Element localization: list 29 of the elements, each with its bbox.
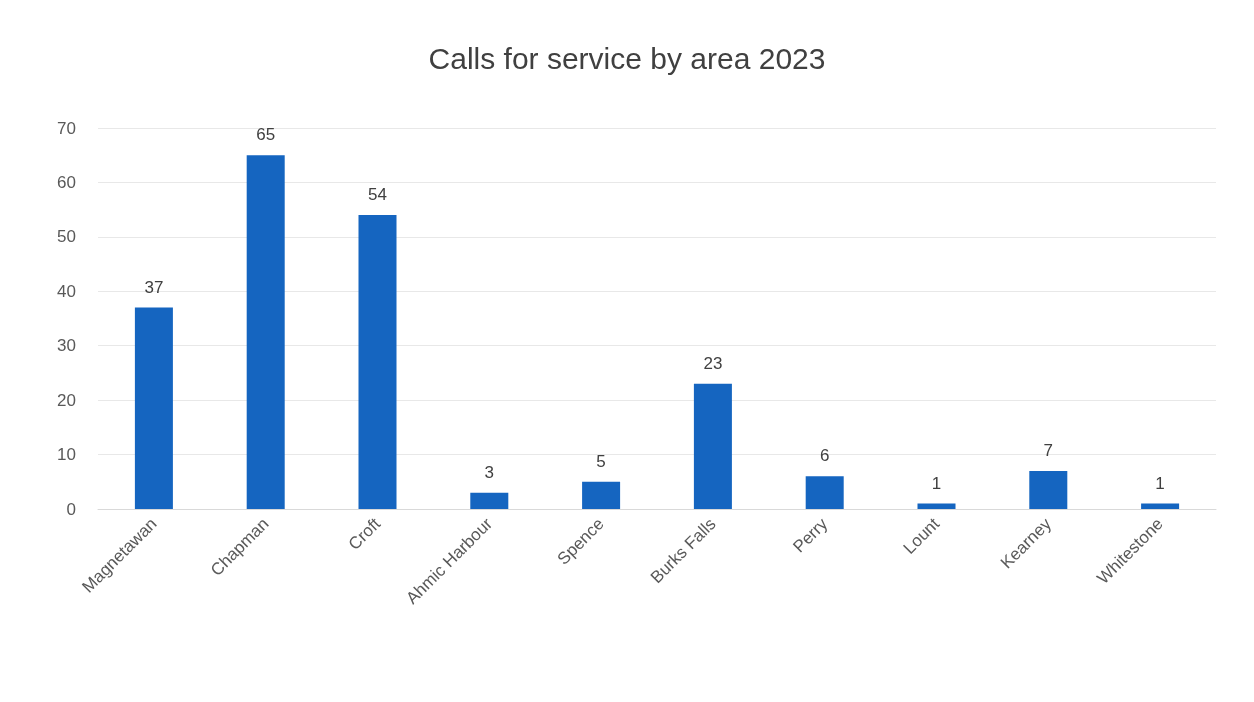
bar	[470, 492, 509, 509]
bar	[134, 307, 173, 509]
bar	[246, 155, 285, 509]
data-label: 37	[144, 277, 164, 297]
y-tick-label: 50	[57, 227, 76, 247]
bar	[1029, 470, 1068, 509]
chart-title: Calls for service by area 2023	[428, 41, 826, 75]
data-label: 3	[484, 462, 495, 482]
bar	[693, 383, 732, 509]
y-tick-label: 40	[57, 281, 76, 301]
data-label: 5	[596, 451, 606, 471]
y-tick-label: 10	[57, 445, 76, 465]
data-label: 54	[368, 185, 387, 205]
bar	[358, 215, 397, 509]
y-tick-label: 60	[57, 172, 76, 192]
data-label: 65	[256, 125, 276, 145]
y-tick-label: 20	[57, 390, 76, 410]
y-tick-label: 30	[57, 336, 76, 356]
y-tick-label: 70	[57, 118, 76, 138]
bar	[1141, 503, 1180, 509]
data-label: 7	[1043, 440, 1054, 460]
bar	[805, 476, 844, 509]
data-label: 1	[931, 473, 942, 493]
bar	[917, 503, 956, 509]
data-label: 1	[1155, 473, 1165, 493]
data-label: 23	[703, 353, 723, 373]
bar	[582, 481, 621, 509]
data-label: 6	[819, 446, 830, 466]
y-tick-label: 0	[66, 499, 76, 519]
